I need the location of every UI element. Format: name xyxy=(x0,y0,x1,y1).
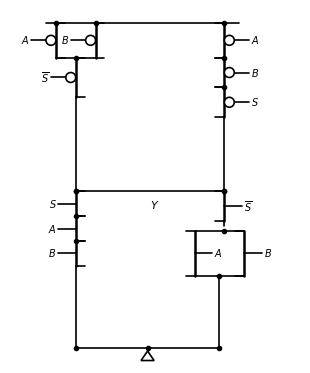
Circle shape xyxy=(224,97,234,107)
Text: $B$: $B$ xyxy=(61,34,69,46)
Text: $\overline{S}$: $\overline{S}$ xyxy=(41,70,50,85)
Text: $B$: $B$ xyxy=(251,66,259,79)
Text: $S$: $S$ xyxy=(49,198,56,210)
Text: $A$: $A$ xyxy=(48,223,56,235)
Text: $A$: $A$ xyxy=(21,34,30,46)
Circle shape xyxy=(46,35,56,45)
Text: $\overline{S}$: $\overline{S}$ xyxy=(244,199,252,214)
Text: $Y$: $Y$ xyxy=(150,200,160,211)
Circle shape xyxy=(66,72,76,82)
Text: $S$: $S$ xyxy=(251,96,259,108)
Circle shape xyxy=(224,68,234,78)
Circle shape xyxy=(224,35,234,45)
Circle shape xyxy=(86,35,95,45)
Text: $A$: $A$ xyxy=(214,247,223,259)
Text: $B$: $B$ xyxy=(48,247,56,259)
Text: $B$: $B$ xyxy=(264,247,272,259)
Text: $A$: $A$ xyxy=(251,34,259,46)
